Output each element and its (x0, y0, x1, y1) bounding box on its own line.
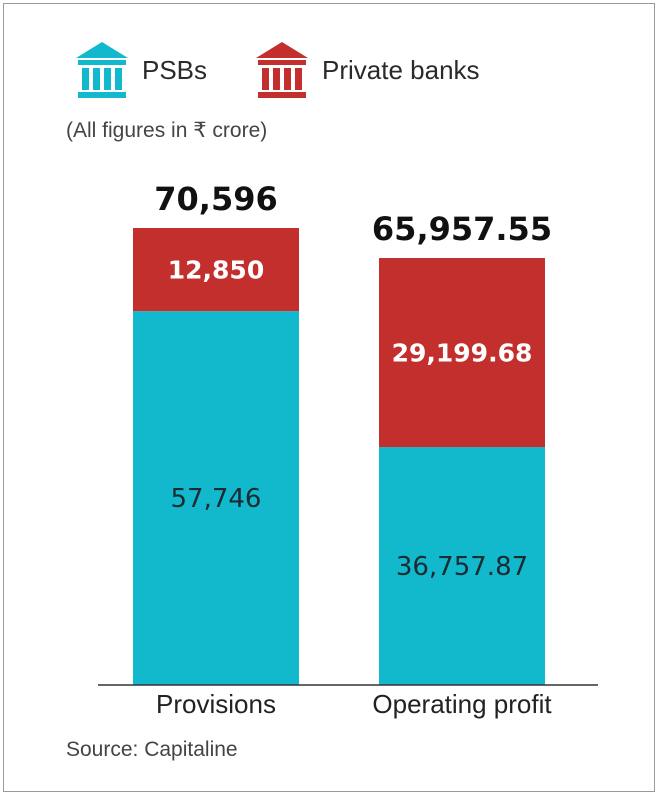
total-value-label: 70,596 (154, 180, 277, 218)
legend-item-psbs: PSBs (74, 40, 207, 100)
bar-segment-private-banks (133, 228, 299, 312)
segment-value-label: 12,850 (168, 256, 264, 285)
legend-label-private-banks: Private banks (322, 54, 480, 85)
bar-segment-psbs (133, 311, 299, 685)
segment-value-label: 36,757.87 (396, 552, 528, 582)
bar-segment-private-banks (379, 258, 545, 448)
source-note: Source: Capitaline (66, 738, 238, 761)
bank-building-icon (256, 42, 308, 98)
segment-value-label: 57,746 (171, 484, 262, 514)
chart-frame (3, 3, 655, 792)
legend-label-psbs: PSBs (142, 54, 208, 85)
total-value-label: 65,957.55 (372, 210, 552, 248)
legend-item-private-banks: Private banks (254, 40, 480, 100)
units-note: (All figures in ₹ crore) (66, 119, 268, 142)
bar-segment-psbs (379, 447, 545, 685)
category-label: Provisions (156, 689, 276, 719)
category-label: Operating profit (372, 689, 552, 719)
segment-value-label: 29,199.68 (392, 339, 533, 368)
bank-building-icon (76, 42, 128, 98)
